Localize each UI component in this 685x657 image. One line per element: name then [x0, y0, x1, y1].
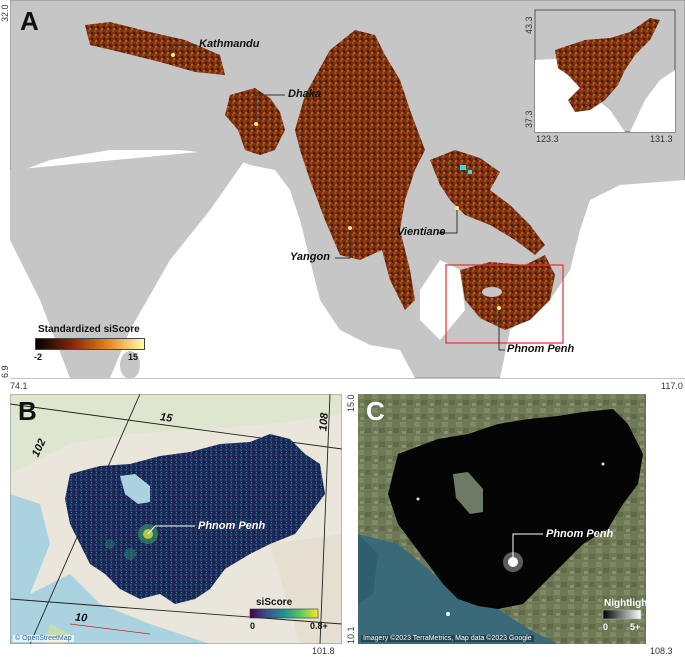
- legend-a-min: -2: [34, 352, 43, 362]
- panel-a-letter: A: [20, 6, 39, 36]
- grid-label-lat10: 10: [74, 611, 88, 625]
- panel-c-top-lat: 15.0: [346, 394, 356, 412]
- bangladesh-region: [225, 88, 285, 155]
- arabian-sea: [10, 175, 120, 378]
- panel-a-bottom-lat: 6.9: [0, 365, 10, 378]
- phnom-penh-box: [445, 264, 564, 344]
- inset-bottom-lat: 37.3: [524, 110, 534, 128]
- panel-a-right-lon: 117.0: [661, 381, 683, 391]
- legend-b-max: 0.8+: [310, 621, 328, 631]
- legend-b-title: siScore: [256, 597, 293, 608]
- city-label-phnom-penh: Phnom Penh: [507, 343, 575, 355]
- north-korea-region: [555, 18, 660, 112]
- panel-a: A 32.0 6.9 74.1 117.0 Kathmandu Dhaka Ya…: [0, 0, 685, 391]
- panel-a-map: [10, 0, 685, 379]
- legend-b-colorbar: [249, 608, 319, 619]
- panel-b: B 15 10 102 108 Phnom Penh siScore 0 0.8…: [10, 394, 342, 644]
- grid-label-lon108: 108: [317, 412, 331, 432]
- legend-c-max: 5+: [630, 622, 641, 632]
- panel-c: C Phnom Penh Nightlight 0 5+ Imagery ©20…: [358, 394, 646, 644]
- legend-c-title: Nightlight: [604, 598, 646, 609]
- panel-c-map: [358, 394, 646, 644]
- korea-inset: [534, 9, 676, 133]
- cambodia-region: [460, 255, 555, 330]
- panel-a-left-lon: 74.1: [10, 381, 28, 391]
- panel-b-city-label: Phnom Penh: [198, 520, 266, 532]
- legend-a-colorbar: [35, 338, 145, 350]
- legend-a-max: 15: [128, 352, 139, 362]
- panel-b-map: [10, 394, 342, 644]
- city-label-yangon: Yangon: [290, 251, 330, 263]
- panel-a-top-lat: 32.0: [0, 4, 10, 22]
- inset-top-lat: 43.3: [524, 16, 534, 34]
- legend-a: Standardized siScore -2 15: [30, 322, 145, 368]
- city-label-vientiane: Vientiane: [397, 226, 446, 238]
- legend-c-colorbar: [602, 609, 642, 620]
- laos-region: [430, 150, 545, 255]
- city-label-kathmandu: Kathmandu: [199, 38, 260, 50]
- panel-b-letter: B: [18, 396, 37, 426]
- cambodia-nightlight-region: [388, 409, 643, 609]
- city-label-dhaka: Dhaka: [288, 88, 322, 100]
- panel-c-right-lon: 108.3: [650, 646, 673, 656]
- gulf-thailand: [420, 260, 465, 340]
- inset-right-lon: 131.3: [650, 134, 673, 144]
- myanmar-region: [295, 30, 425, 310]
- legend-b-min: 0: [250, 621, 256, 631]
- panel-b-attribution[interactable]: © OpenStreetMap: [13, 635, 74, 642]
- legend-c-min: 0: [603, 622, 609, 632]
- inset-left-lon: 123.3: [536, 134, 559, 144]
- panel-c-letter: C: [366, 396, 385, 426]
- panel-c-attribution[interactable]: Imagery ©2023 TerraMetrics, Map data ©20…: [361, 635, 534, 642]
- nepal-region: [85, 22, 225, 75]
- south-china-sea: [500, 180, 685, 378]
- legend-a-title: Standardized siScore: [38, 324, 140, 335]
- panel-c-city-label: Phnom Penh: [546, 528, 614, 540]
- panel-c-bottom-lat: 10.1: [346, 626, 356, 644]
- panel-b-bottom-left-lon: 101.8: [312, 646, 335, 656]
- grid-label-lat15: 15: [159, 411, 174, 425]
